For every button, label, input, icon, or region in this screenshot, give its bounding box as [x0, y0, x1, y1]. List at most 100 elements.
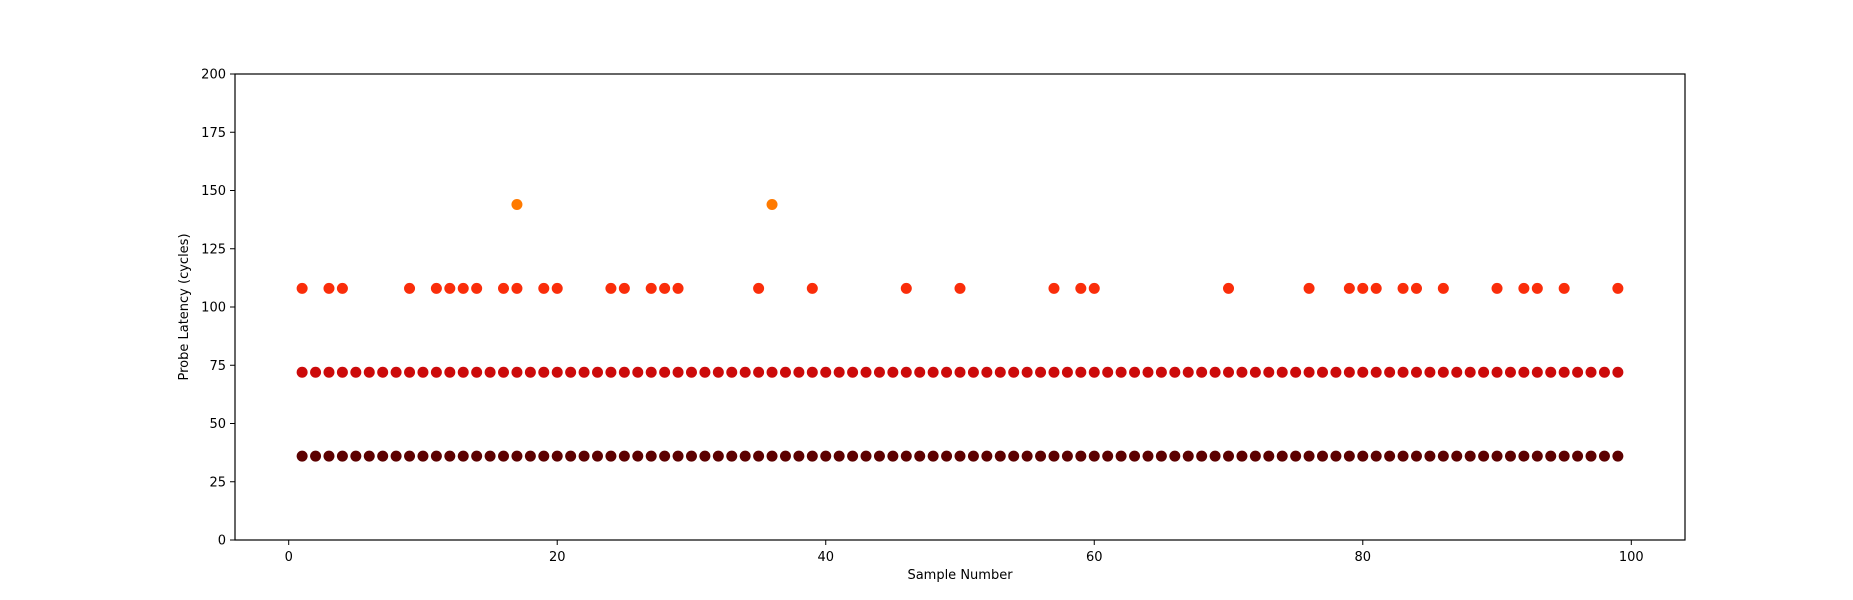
data-point — [753, 282, 765, 294]
data-point — [511, 450, 523, 462]
data-point — [484, 450, 496, 462]
data-point — [1196, 450, 1208, 462]
data-point — [1035, 366, 1047, 378]
data-point — [1424, 366, 1436, 378]
data-point — [1478, 450, 1490, 462]
data-point — [1303, 366, 1315, 378]
data-point — [927, 450, 939, 462]
data-point — [1115, 366, 1127, 378]
data-point — [1330, 450, 1342, 462]
data-point — [1531, 366, 1543, 378]
data-points — [296, 198, 1624, 462]
data-point — [699, 366, 711, 378]
data-point — [310, 366, 322, 378]
data-point — [914, 450, 926, 462]
data-point — [444, 450, 456, 462]
data-point — [793, 450, 805, 462]
data-point — [1357, 282, 1369, 294]
data-point — [1209, 366, 1221, 378]
data-point — [1276, 366, 1288, 378]
data-point — [941, 450, 953, 462]
data-point — [632, 450, 644, 462]
data-point — [511, 366, 523, 378]
data-point — [1585, 366, 1597, 378]
data-point — [444, 366, 456, 378]
data-point — [1142, 450, 1154, 462]
data-point — [806, 366, 818, 378]
data-point — [873, 366, 885, 378]
data-point — [1276, 450, 1288, 462]
data-point — [1343, 366, 1355, 378]
y-tick-label: 50 — [209, 417, 226, 432]
data-point — [551, 366, 563, 378]
data-point — [1249, 366, 1261, 378]
data-point — [471, 366, 483, 378]
data-point — [1155, 450, 1167, 462]
data-point — [1491, 282, 1503, 294]
data-point — [417, 366, 429, 378]
data-point — [820, 450, 832, 462]
data-point — [1182, 450, 1194, 462]
x-tick-label: 40 — [817, 550, 834, 565]
data-point — [1491, 450, 1503, 462]
data-point — [1384, 366, 1396, 378]
data-point — [967, 366, 979, 378]
data-point — [739, 450, 751, 462]
data-point — [900, 282, 912, 294]
data-point — [1317, 450, 1328, 462]
data-point — [779, 366, 791, 378]
data-point — [847, 366, 859, 378]
data-point — [498, 450, 510, 462]
data-point — [511, 198, 523, 210]
data-point — [538, 282, 550, 294]
data-point — [914, 366, 926, 378]
data-point — [820, 366, 832, 378]
data-point — [363, 450, 375, 462]
data-point — [994, 366, 1006, 378]
data-point — [430, 282, 442, 294]
data-point — [1008, 366, 1020, 378]
data-point — [1223, 282, 1235, 294]
data-point — [605, 366, 617, 378]
data-point — [565, 366, 577, 378]
data-point — [511, 282, 523, 294]
data-point — [887, 366, 899, 378]
data-point — [1008, 450, 1020, 462]
data-point — [833, 366, 845, 378]
data-point — [336, 450, 348, 462]
data-point — [471, 282, 483, 294]
data-point — [1572, 366, 1584, 378]
data-point — [524, 366, 536, 378]
data-point — [350, 366, 362, 378]
data-point — [404, 282, 416, 294]
data-point — [1129, 366, 1141, 378]
data-point — [793, 366, 805, 378]
data-point — [1155, 366, 1167, 378]
data-point — [618, 282, 630, 294]
data-point — [1397, 450, 1409, 462]
data-point — [1088, 282, 1100, 294]
data-point — [1424, 450, 1436, 462]
data-point — [1518, 450, 1530, 462]
data-point — [1061, 450, 1073, 462]
data-point — [1410, 366, 1422, 378]
data-point — [659, 366, 671, 378]
data-point — [1088, 366, 1100, 378]
data-point — [1357, 450, 1369, 462]
data-point — [1021, 366, 1033, 378]
data-point — [336, 366, 348, 378]
data-point — [900, 366, 912, 378]
data-point — [323, 450, 335, 462]
data-point — [672, 282, 684, 294]
y-tick-label: 175 — [201, 126, 226, 141]
data-point — [1035, 450, 1047, 462]
data-point — [498, 366, 510, 378]
data-point — [551, 450, 563, 462]
data-point — [981, 366, 993, 378]
data-point — [1545, 366, 1557, 378]
data-point — [1397, 282, 1409, 294]
data-point — [377, 450, 389, 462]
data-point — [404, 450, 416, 462]
data-point — [954, 282, 966, 294]
